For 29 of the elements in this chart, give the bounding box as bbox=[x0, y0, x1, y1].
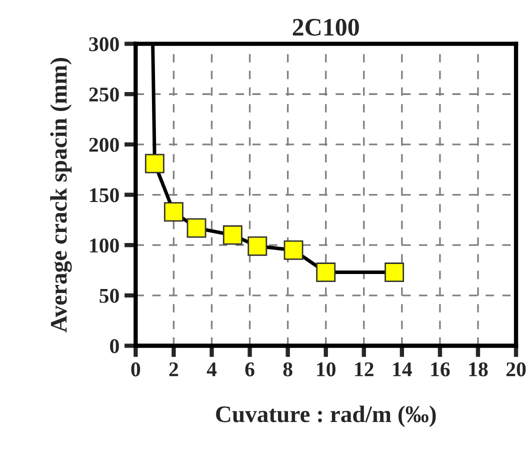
y-tick-label: 150 bbox=[90, 188, 119, 202]
y-tick-label: 100 bbox=[90, 238, 119, 253]
x-tick-label: 6 bbox=[245, 362, 254, 376]
x-tick-label: 20 bbox=[506, 362, 526, 376]
y-tick-label: 200 bbox=[89, 138, 119, 152]
y-tick-label: 50 bbox=[100, 288, 119, 303]
point bbox=[144, 154, 164, 174]
point bbox=[384, 262, 404, 282]
point bbox=[248, 236, 268, 256]
x-tick-label: 10 bbox=[317, 362, 336, 376]
y-tick-label: 300 bbox=[89, 37, 119, 52]
chart-title: 2C100 bbox=[292, 18, 359, 36]
x-tick-label: 14 bbox=[393, 362, 412, 376]
x-tick-label: 2 bbox=[169, 362, 178, 376]
point bbox=[316, 262, 336, 282]
x-axis-title: Cuvature : rad/m (‰) bbox=[216, 406, 436, 428]
point bbox=[186, 218, 206, 238]
point bbox=[164, 202, 184, 222]
point bbox=[222, 225, 242, 245]
point bbox=[284, 240, 304, 260]
x-tick-label: 16 bbox=[431, 362, 450, 376]
x-tick-label: 12 bbox=[355, 362, 374, 376]
x-tick-label: 0 bbox=[131, 362, 140, 376]
y-tick-label: 250 bbox=[89, 87, 119, 102]
x-tick-label: 18 bbox=[469, 362, 488, 376]
y-axis-title: Average crack spacin (mm) bbox=[50, 58, 72, 332]
x-tick-label: 4 bbox=[206, 362, 217, 376]
x-tick-label: 8 bbox=[283, 362, 292, 376]
y-tick-label: 0 bbox=[110, 339, 119, 354]
